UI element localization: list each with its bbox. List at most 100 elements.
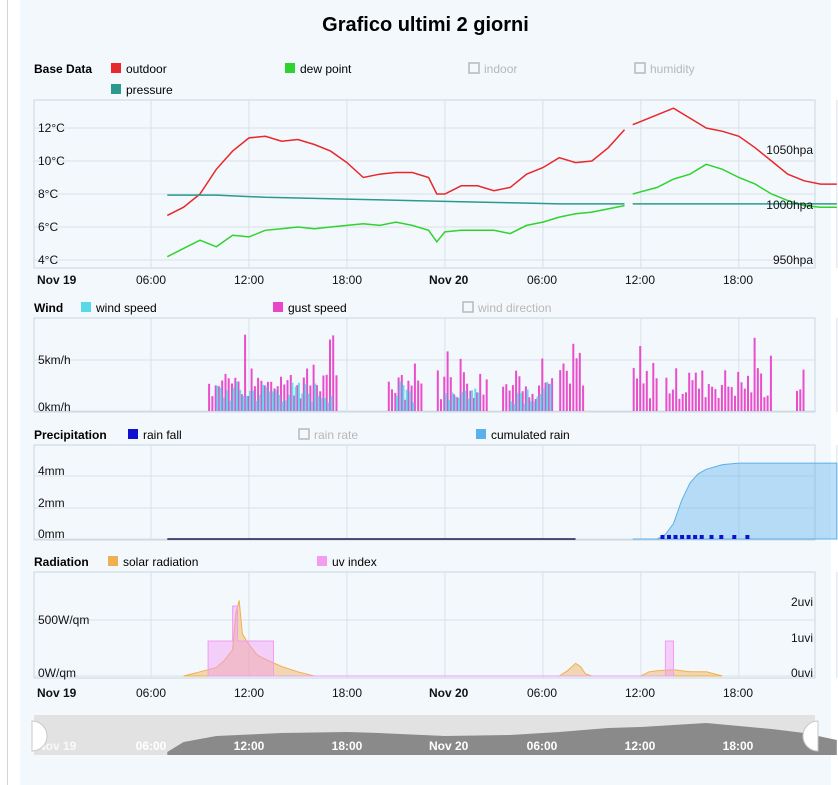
wind-bar-gust-speed [685,392,687,411]
legend-gust-speed-label: gust speed [288,301,347,315]
legend-dew-point-label: dew point [300,62,352,76]
navigator[interactable]: Nov 19 06:00 12:00 18:00 Nov 20 06:00 12… [31,715,837,755]
base-series [166,107,837,258]
wind-bar-wind-speed [304,384,307,411]
wind-bar-gust-speed [469,390,472,411]
wind-bar-gust-speed [237,381,240,411]
wind-bar-wind-speed [268,391,271,411]
legend-gust-speed[interactable]: gust speed [273,301,347,315]
wind-bar-gust-speed [649,398,651,411]
wind-bar-gust-speed [538,385,540,411]
legend-pressure[interactable]: pressure [111,83,173,97]
wind-bar-wind-speed [516,392,519,411]
legend-outdoor[interactable]: outdoor [111,62,167,76]
x-tick-nov20: Nov 20 [429,273,469,287]
wind-bar-wind-speed [249,391,251,411]
wind-bar-wind-speed [533,401,536,411]
wind-bar-gust-speed [671,389,674,411]
navigator-series-area [167,723,837,755]
wind-bar-gust-speed [575,358,578,411]
legend-cumulated-rain-label: cumulated rain [491,428,570,442]
wind-bar-gust-speed [253,386,256,411]
legend-wind-speed[interactable]: wind speed [81,301,157,315]
wind-bar-gust-speed [410,385,413,411]
precip-section-title: Precipitation [34,428,107,442]
cumulated-rain-area [632,462,838,540]
radiation-y-right-tick-1: 1uvi [791,631,813,645]
wind-bar-wind-speed [461,391,464,411]
legend-solar-radiation[interactable]: solar radiation [108,555,198,569]
navigator-handle-left-shape[interactable] [31,720,48,752]
legend-indoor-disabled-icon [468,62,480,74]
rain-fall-bar [745,535,750,539]
wind-bar-wind-speed [255,400,258,411]
legend-humidity[interactable]: humidity [634,62,695,76]
legend-cumulated-rain[interactable]: cumulated rain [476,428,570,442]
wind-bar-gust-speed [734,395,736,411]
x2-tick-1200: 12:00 [234,686,264,700]
radiation-y-right-tick-2: 2uvi [791,595,813,609]
wind-bar-gust-speed [280,376,282,411]
precip-y-tick-2: 2mm [38,496,65,510]
wind-bar-gust-speed [750,392,753,411]
wind-bar-gust-speed [655,378,658,411]
wind-bar-gust-speed [407,380,410,411]
wind-bar-wind-speed [219,387,222,411]
wind-bar-gust-speed [756,368,759,411]
rain-fall-bar [686,535,691,539]
legend-rain-fall[interactable]: rain fall [128,428,182,442]
wind-bar-wind-speed [281,401,284,411]
wind-bar-gust-speed [234,377,237,411]
wind-bar-gust-speed [802,369,805,411]
wind-bar-gust-speed [681,393,684,411]
wind-bar-gust-speed [475,392,478,411]
wind-bar-gust-speed [521,391,524,411]
wind-bar-gust-speed [688,372,691,411]
wind-bar-gust-speed [707,384,710,411]
legend-dew-point[interactable]: dew point [285,62,352,76]
wind-bar-gust-speed [286,380,289,411]
page-border-line [7,0,8,785]
legend-wind-direction[interactable]: wind direction [462,301,551,315]
navigator-handle-right-shape[interactable] [802,720,819,752]
wind-bar-gust-speed [270,381,273,411]
wind-bar-gust-speed [694,372,697,411]
legend-wind-speed-swatch [81,302,91,312]
legend-rain-rate-disabled-icon [298,428,310,440]
wind-bar-gust-speed [559,370,562,411]
legend-dew-point-swatch [285,63,295,73]
wind-bar-gust-speed [217,386,220,411]
wind-bar-gust-speed [231,383,233,411]
wind-y-tick-5: 5km/h [38,353,71,367]
legend-rain-rate[interactable]: rain rate [298,428,358,442]
wind-bar-gust-speed [306,368,309,411]
wind-bar-wind-speed [262,384,264,411]
wind-bar-gust-speed [309,385,312,411]
base-y-right-tick-950: 950hpa [773,253,813,267]
legend-rain-fall-swatch [128,429,138,439]
wind-bar-gust-speed [737,371,740,411]
navigator-handle-right[interactable] [802,720,819,752]
nav-tick-1200: 12:00 [234,739,265,753]
wind-bar-wind-speed [471,390,473,411]
wind-bar-gust-speed [531,393,534,411]
wind-bar-gust-speed [763,397,766,411]
wind-bar-gust-speed [534,399,537,411]
radiation-y-tick-0: 0W/qm [38,666,76,680]
page-title: Grafico ultimi 2 giorni [322,14,529,36]
navigator-handle-left[interactable] [31,720,48,752]
wind-bar-wind-speed [314,383,317,411]
wind-bar-gust-speed [397,377,400,411]
wind-bar-gust-speed [250,368,253,411]
wind-bar-gust-speed [632,367,635,411]
wind-bar-gust-speed [273,388,276,411]
wind-bar-gust-speed [453,394,456,411]
x-tick-1800b: 18:00 [723,273,753,287]
legend-indoor[interactable]: indoor [468,62,517,76]
legend-uv-index[interactable]: uv index [317,555,377,569]
base-y-tick-6: 6°C [38,220,58,234]
wind-bar-gust-speed [743,388,746,411]
wind-bar-wind-speed [294,386,297,411]
legend-outdoor-label: outdoor [126,62,167,76]
wind-bar-gust-speed [482,394,485,411]
